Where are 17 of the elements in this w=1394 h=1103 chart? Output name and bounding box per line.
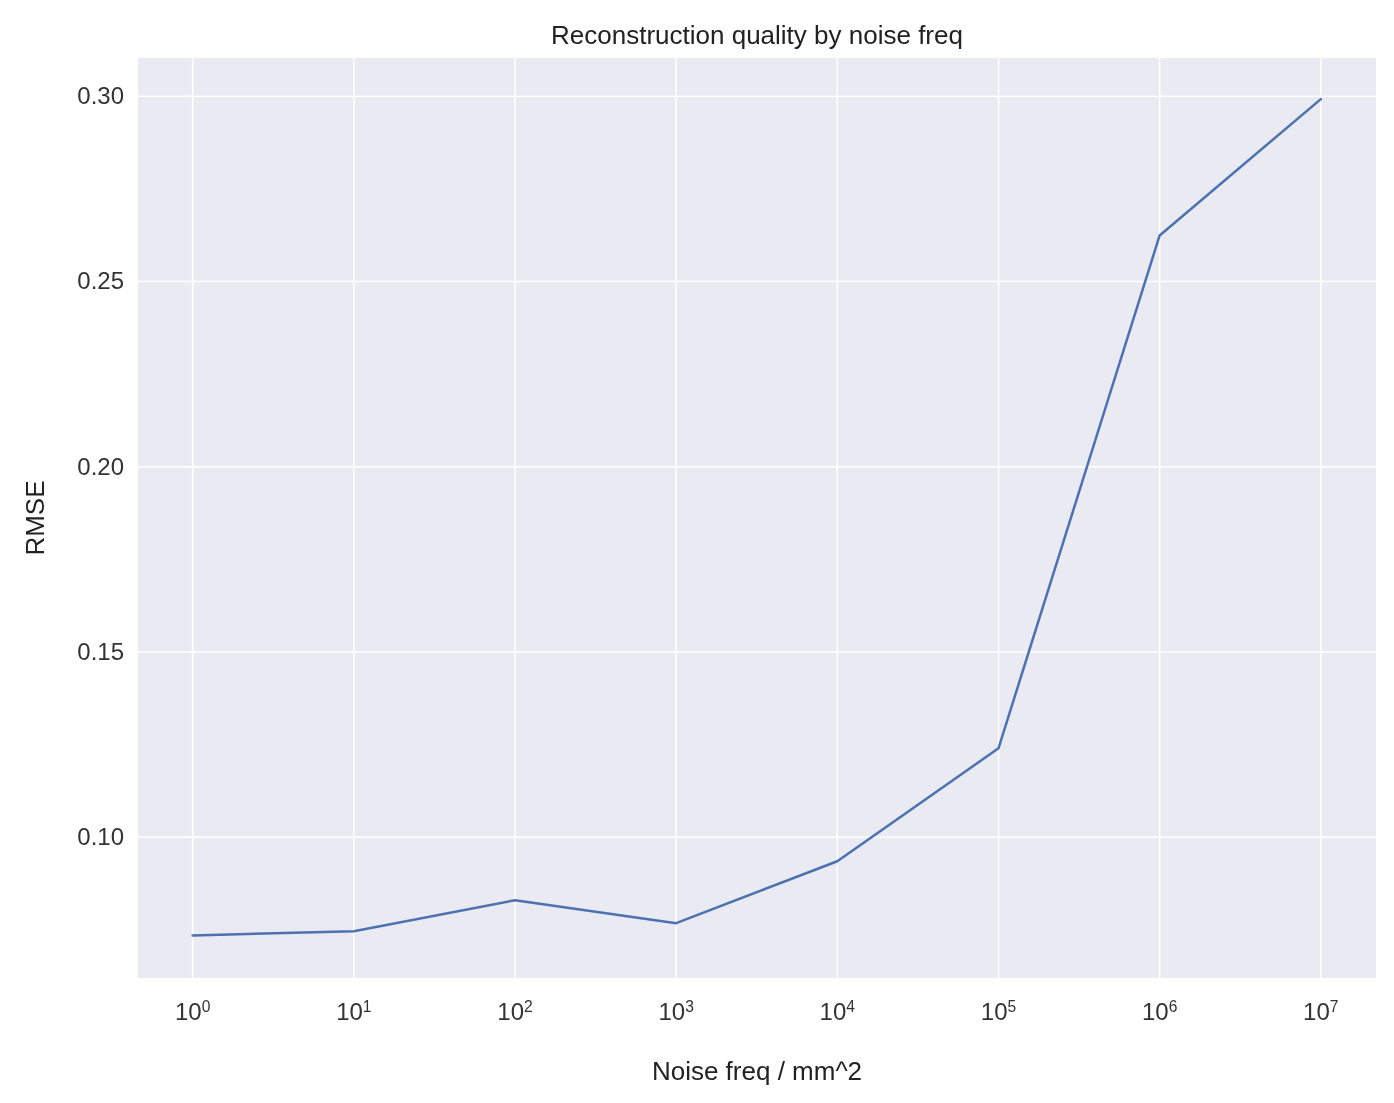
y-axis-title: RMSE [20,480,50,556]
line-series [191,97,1323,937]
x-tick-label: 10$^{6}$ [1141,997,1178,1025]
x-tick-label: 10$^{4}$ [819,997,856,1025]
y-tick-label: 0.25 [77,267,124,295]
y-tick-label: 0.20 [77,452,124,480]
y-tick-label: 0.30 [77,82,124,110]
x-tick-label: 10$^{2}$ [497,997,533,1025]
x-tick-label: 10$^{1}$ [336,997,372,1025]
y-tick-label: 0.10 [77,823,124,851]
chart-title: Reconstruction quality by noise freq [551,20,963,50]
x-axis-title: Noise freq / mm^2 [651,1056,863,1086]
x-tick-label: 10$^{0}$ [174,997,211,1025]
x-tick-label: 10$^{3}$ [658,997,694,1025]
x-tick-label: 10$^{7}$ [1303,997,1339,1025]
y-tick-label: 0.15 [77,637,124,665]
x-tick-label: 10$^{5}$ [980,997,1017,1025]
